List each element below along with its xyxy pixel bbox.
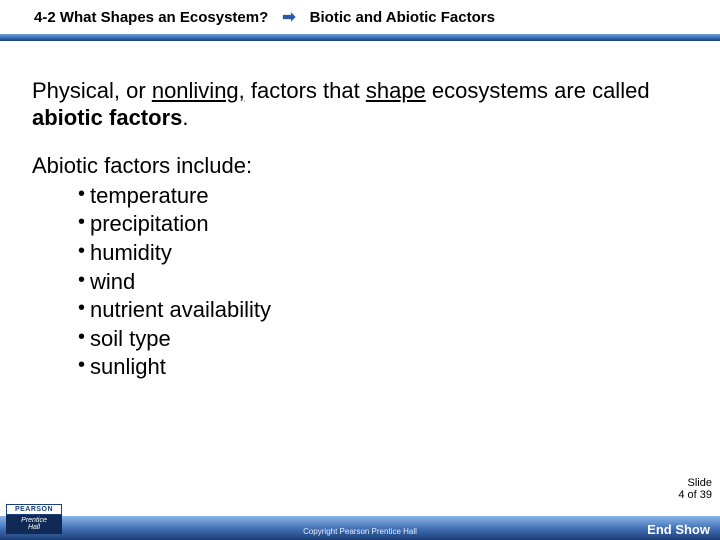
end-show-button[interactable]: End Show: [647, 522, 710, 537]
list-item: wind: [78, 268, 696, 297]
list-item: precipitation: [78, 210, 696, 239]
slide: 4-2 What Shapes an Ecosystem? ➡ Biotic a…: [0, 0, 720, 540]
header-divider-bar: [0, 34, 720, 41]
slide-header: 4-2 What Shapes an Ecosystem? ➡ Biotic a…: [0, 0, 720, 34]
arrow-icon: ➡: [282, 7, 295, 27]
copyright-text: Copyright Pearson Prentice Hall: [0, 527, 720, 536]
bullet-list: temperature precipitation humidity wind …: [78, 182, 696, 382]
bold-term: abiotic factors: [32, 105, 182, 130]
text-fragment: ecosystems are called: [426, 78, 650, 103]
text-fragment: .: [182, 105, 188, 130]
text-fragment: factors that: [245, 78, 366, 103]
list-lead: Abiotic factors include:: [32, 152, 696, 180]
list-item: temperature: [78, 182, 696, 211]
underlined-term: shape: [366, 78, 426, 103]
list-item: soil type: [78, 325, 696, 354]
text-fragment: Physical, or: [32, 78, 152, 103]
list-item: sunlight: [78, 353, 696, 382]
list-item: nutrient availability: [78, 296, 696, 325]
definition-paragraph: Physical, or nonliving, factors that sha…: [32, 78, 696, 132]
slide-number-label: Slide: [678, 477, 712, 490]
logo-line: Prentice: [21, 517, 47, 524]
slide-number-value: 4 of 39: [678, 489, 712, 502]
underlined-term: nonliving,: [152, 78, 245, 103]
topic-title: Biotic and Abiotic Factors: [310, 9, 495, 26]
logo-pearson-text: PEARSON: [6, 504, 62, 515]
section-title: 4-2 What Shapes an Ecosystem?: [34, 9, 268, 26]
slide-number: Slide 4 of 39: [678, 477, 712, 502]
slide-body: Physical, or nonliving, factors that sha…: [32, 78, 696, 382]
list-item: humidity: [78, 239, 696, 268]
